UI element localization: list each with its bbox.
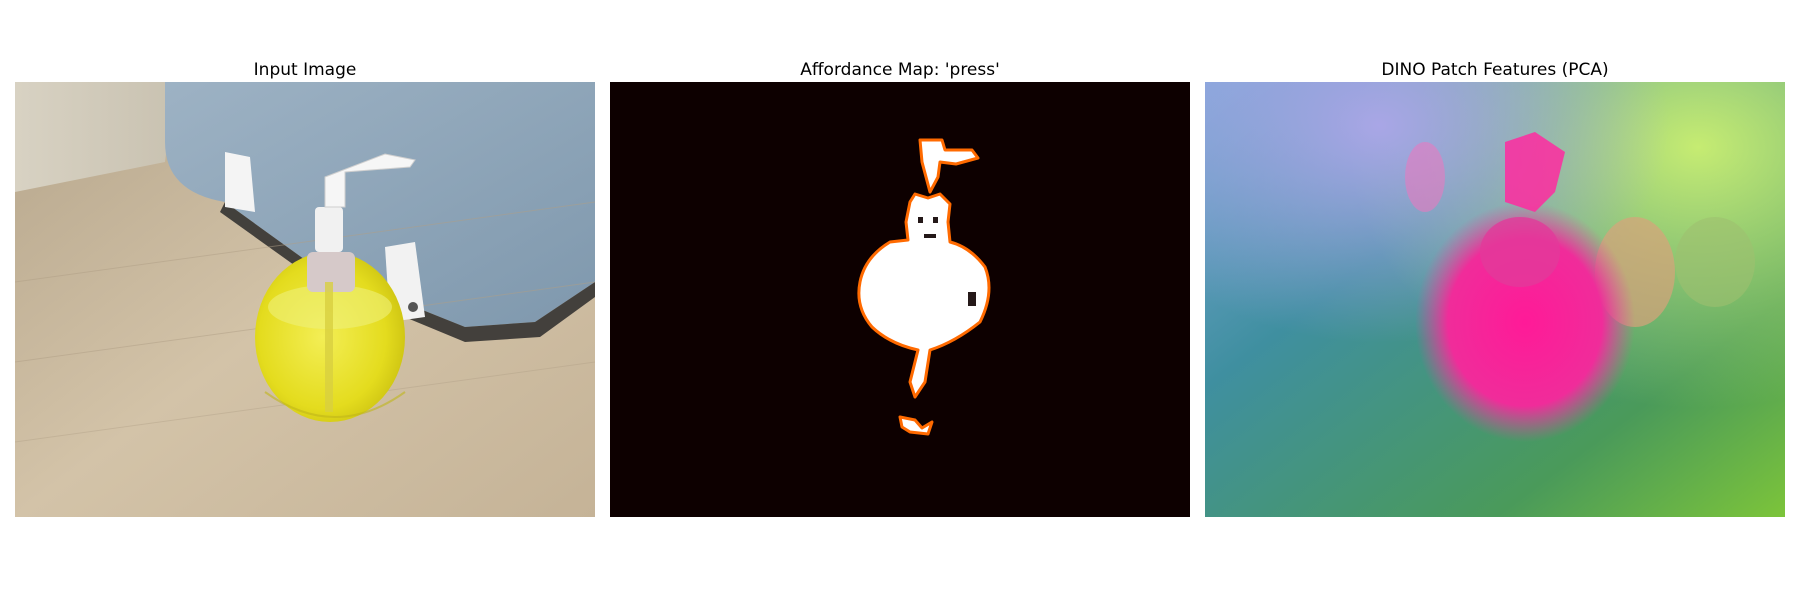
dino-pca-panel: DINO Patch Features (PCA) bbox=[1205, 58, 1785, 517]
affordance-map bbox=[610, 82, 1190, 517]
panel-title-input-image: Input Image bbox=[253, 60, 357, 80]
affordance-map-panel: Affordance Map: 'press' bbox=[610, 58, 1190, 517]
panel-title-affordance-map: Affordance Map: 'press' bbox=[800, 60, 1000, 80]
input-image-panel: Input Image bbox=[15, 58, 595, 517]
panel-title-dino-pca: DINO Patch Features (PCA) bbox=[1381, 60, 1609, 80]
dino-pca-features bbox=[1205, 82, 1785, 517]
input-image bbox=[15, 82, 595, 517]
